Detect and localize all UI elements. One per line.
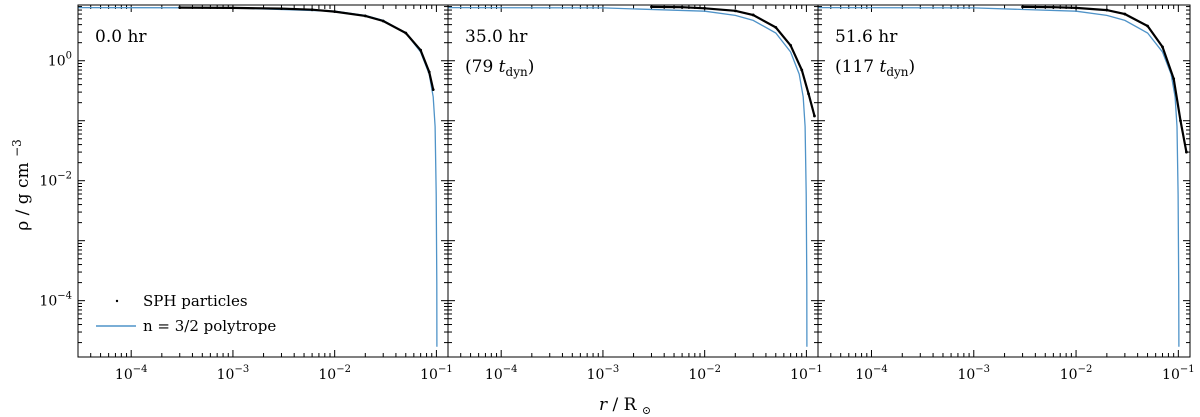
sph-particle-point — [751, 13, 755, 17]
x-tick-label: 10−1 — [790, 364, 823, 383]
sph-particles — [1022, 5, 1188, 153]
sph-particle-point — [1179, 119, 1182, 123]
panels: 10−4 10−3 10−2 10−1 100 10−2 10−4 0.0 hr SPH par… — [39, 4, 1195, 383]
sph-particle-point — [1185, 150, 1188, 154]
sph-particle-point — [1146, 24, 1149, 28]
sph-particle-point — [404, 31, 408, 35]
x-tick-label: 10−4 — [485, 364, 518, 383]
sph-particle-point — [807, 92, 810, 96]
legend-polytrope-label: n = 3/2 polytrope — [143, 317, 276, 335]
sph-particle-point — [178, 6, 182, 9]
sph-particle-point — [419, 48, 423, 52]
sph-particle-point — [431, 88, 435, 92]
y-tick-label: 100 — [48, 51, 72, 70]
sph-particle-point — [363, 14, 367, 18]
sph-particle-point — [733, 9, 737, 13]
sph-particle-point — [1105, 8, 1109, 12]
panel-data — [818, 5, 1188, 347]
x-axis-label-var: r — [599, 395, 608, 415]
x-axis-label-unit: R — [624, 395, 638, 415]
sph-particles — [651, 5, 816, 117]
x-tick-label: 10−2 — [318, 364, 351, 383]
sph-particle-point — [333, 10, 337, 13]
sph-particle-point — [427, 70, 431, 74]
sph-particle-point — [813, 114, 816, 118]
sph-particle-point — [650, 5, 653, 9]
x-tick-label: 10−2 — [688, 364, 721, 383]
x-tick-label: 10−3 — [957, 364, 990, 383]
polytrope-line — [818, 6, 1180, 347]
sph-particle-point — [1051, 5, 1055, 9]
panel-3: 10−4 10−3 10−2 10−1 51.6 hr (117 tdyn) — [817, 4, 1195, 383]
sph-particle-point — [1021, 5, 1024, 9]
sph-particle-point — [310, 8, 314, 12]
y-axis-label: ρ / g cm −3 — [10, 139, 33, 231]
sph-particle-point — [1172, 77, 1176, 81]
sph-particle-point — [680, 5, 684, 9]
polytrope-line — [448, 6, 808, 347]
x-tick-label: 10−3 — [217, 364, 250, 383]
sph-particle-point — [800, 68, 804, 72]
x-tick-label: 10−1 — [1162, 364, 1195, 383]
x-tick-label: 10−3 — [587, 364, 620, 383]
time-label: 0.0 hr — [95, 27, 147, 47]
y-axis-label-text: ρ / g cm — [13, 162, 33, 230]
dynamical-time-label: (117 tdyn) — [835, 57, 915, 79]
x-tick-label: 10−1 — [420, 364, 453, 383]
sph-particle-point — [774, 25, 778, 29]
sph-particle-point — [789, 44, 793, 47]
sph-particle-point — [1074, 6, 1078, 10]
sph-particle-point — [231, 6, 235, 10]
legend: SPH particles n = 3/2 polytrope — [96, 292, 276, 335]
legend-particles-label: SPH particles — [143, 292, 248, 310]
sph-particle-point — [1123, 12, 1127, 16]
panel-1: 10−4 10−3 10−2 10−1 100 10−2 10−4 0.0 hr SPH par… — [39, 4, 453, 383]
sph-particle-point — [703, 6, 707, 10]
panel-data — [448, 5, 816, 347]
y-tick-label: 10−4 — [39, 291, 72, 310]
legend-particles-marker — [115, 299, 119, 303]
polytrope-line — [78, 6, 438, 347]
y-tick-label: 10−2 — [39, 171, 72, 190]
panel-frame — [77, 4, 449, 358]
x-tick-label: 10−2 — [1060, 364, 1093, 383]
x-axis-label: r / R ⊙ — [599, 395, 651, 417]
sph-particle-point — [381, 19, 385, 23]
panel-data — [78, 6, 438, 347]
dynamical-time-label: (79 tdyn) — [465, 57, 534, 79]
time-label: 35.0 hr — [465, 27, 528, 47]
sph-particles — [179, 6, 435, 90]
panel-frame — [817, 4, 1191, 358]
x-tick-label: 10−4 — [115, 364, 148, 383]
panel-2: 10−4 10−3 10−2 10−1 35.0 hr (79 tdyn) — [447, 4, 823, 383]
sph-particle-point — [1161, 45, 1164, 49]
sph-particle-point — [280, 7, 283, 11]
y-axis-label-exp: −3 — [10, 139, 24, 157]
time-label: 51.6 hr — [835, 27, 898, 47]
x-tick-label: 10−4 — [855, 364, 888, 383]
